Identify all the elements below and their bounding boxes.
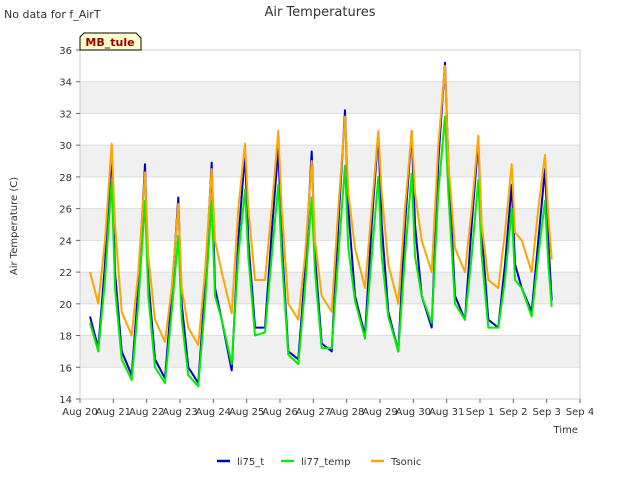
x-tick-label: Sep 4	[566, 407, 594, 418]
y-tick-label: 14	[59, 395, 72, 406]
background-band	[80, 145, 580, 177]
y-tick-label: 34	[59, 78, 72, 89]
series-line-Tsonic	[89, 64, 553, 347]
x-tick-label: Aug 27	[296, 407, 331, 418]
x-tick-label: Sep 3	[532, 407, 560, 418]
y-tick-label: 30	[59, 141, 72, 152]
background-band	[80, 81, 580, 114]
station-badge-label: MB_tule	[85, 36, 134, 49]
x-tick-label: Sep 2	[499, 407, 527, 418]
y-tick-label: 16	[59, 363, 72, 374]
x-tick-label: Aug 22	[129, 407, 164, 418]
x-tick-label: Aug 24	[196, 407, 231, 418]
legend-label: Tsonic	[390, 457, 421, 468]
y-tick-label: 26	[59, 205, 72, 216]
y-tick-label: 28	[59, 173, 72, 184]
no-data-notice: No data for f_AirT	[4, 8, 101, 21]
x-tick-label: Aug 21	[96, 407, 131, 418]
x-axis-label: Time	[553, 425, 578, 436]
background-band	[80, 335, 580, 368]
x-tick-label: Aug 23	[162, 407, 197, 418]
x-tick-label: Aug 28	[329, 407, 364, 418]
y-tick-label: 36	[59, 46, 72, 57]
x-tick-label: Aug 25	[229, 407, 264, 418]
legend-label: li75_t	[237, 457, 264, 468]
legend-label: li77_temp	[301, 457, 350, 468]
station-badge: MB_tule	[79, 32, 142, 51]
y-tick-label: 20	[59, 300, 72, 311]
x-tick-label: Aug 26	[262, 407, 297, 418]
series-line-li77-temp	[89, 115, 553, 388]
series-lines	[89, 61, 553, 388]
y-tick-label: 24	[59, 236, 72, 247]
x-tick-label: Aug 29	[362, 407, 397, 418]
station-badge-shape	[79, 32, 142, 51]
y-tick-label: 18	[59, 332, 72, 343]
y-axis-ticks: 14 16 18 20 22 24 26 28 30 32 34 36	[59, 46, 80, 406]
x-tick-label: Aug 30	[396, 407, 431, 418]
x-tick-label: Aug 20	[62, 407, 97, 418]
x-tick-label: Aug 31	[429, 407, 464, 418]
x-tick-label: Sep 1	[466, 407, 494, 418]
chart-title: Air Temperatures	[264, 5, 375, 20]
y-tick-label: 32	[59, 109, 72, 120]
plot-frame	[79, 49, 581, 400]
legend: li75_t li77_temp Tsonic	[217, 457, 421, 468]
background-band	[80, 208, 580, 241]
y-axis-label: Air Temperature (C)	[9, 177, 20, 275]
y-tick-label: 22	[59, 268, 72, 279]
